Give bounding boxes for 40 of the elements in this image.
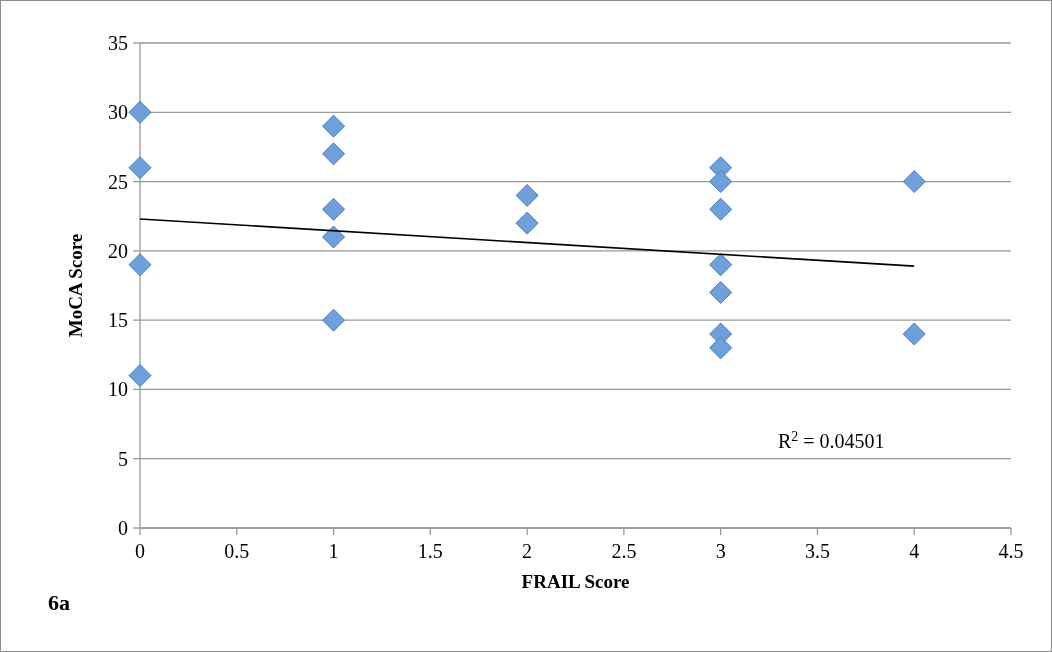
annotation: R$^{2}$ = 0.04501 — [778, 428, 885, 452]
y-tick-label: 25 — [108, 170, 128, 193]
point — [128, 253, 152, 277]
point — [322, 114, 346, 138]
x-tick-label: 1 — [328, 540, 339, 562]
point — [515, 211, 539, 235]
point — [902, 170, 926, 194]
text: 6a — [48, 590, 70, 615]
point — [709, 336, 733, 360]
y-tick-label: 0 — [118, 517, 128, 539]
x-tick-label: 4.5 — [998, 540, 1024, 562]
y-tick-label: 35 — [108, 32, 128, 54]
x-tick-label: 3 — [715, 540, 726, 562]
point — [709, 170, 733, 194]
point — [515, 183, 539, 207]
x-tick-label: 2 — [522, 540, 533, 562]
x-tick-label: 2.5 — [611, 540, 637, 562]
y-tick-label: 10 — [108, 378, 128, 401]
point — [709, 280, 733, 304]
point — [322, 197, 346, 221]
y-tick-label: 5 — [118, 447, 128, 470]
point — [322, 142, 346, 166]
point — [709, 253, 733, 277]
point — [128, 364, 152, 388]
point — [322, 225, 346, 249]
y-tick-label: 15 — [108, 309, 128, 332]
x-tick-label: 0 — [135, 540, 145, 562]
point — [322, 308, 346, 332]
x-tick-label: 3.5 — [804, 540, 830, 562]
point — [902, 322, 926, 346]
x-axis-title: FRAIL Score — [521, 571, 630, 592]
x-tick-label: 4 — [909, 540, 920, 562]
point — [709, 197, 733, 221]
y-tick-label: 30 — [108, 101, 128, 124]
y-axis-title: MoCA Score — [65, 233, 86, 338]
x-tick-label: 0.5 — [224, 540, 250, 562]
point — [128, 156, 152, 180]
x-tick-label: 1.5 — [417, 540, 443, 562]
point — [128, 100, 152, 124]
y-tick-label: 20 — [108, 239, 128, 262]
